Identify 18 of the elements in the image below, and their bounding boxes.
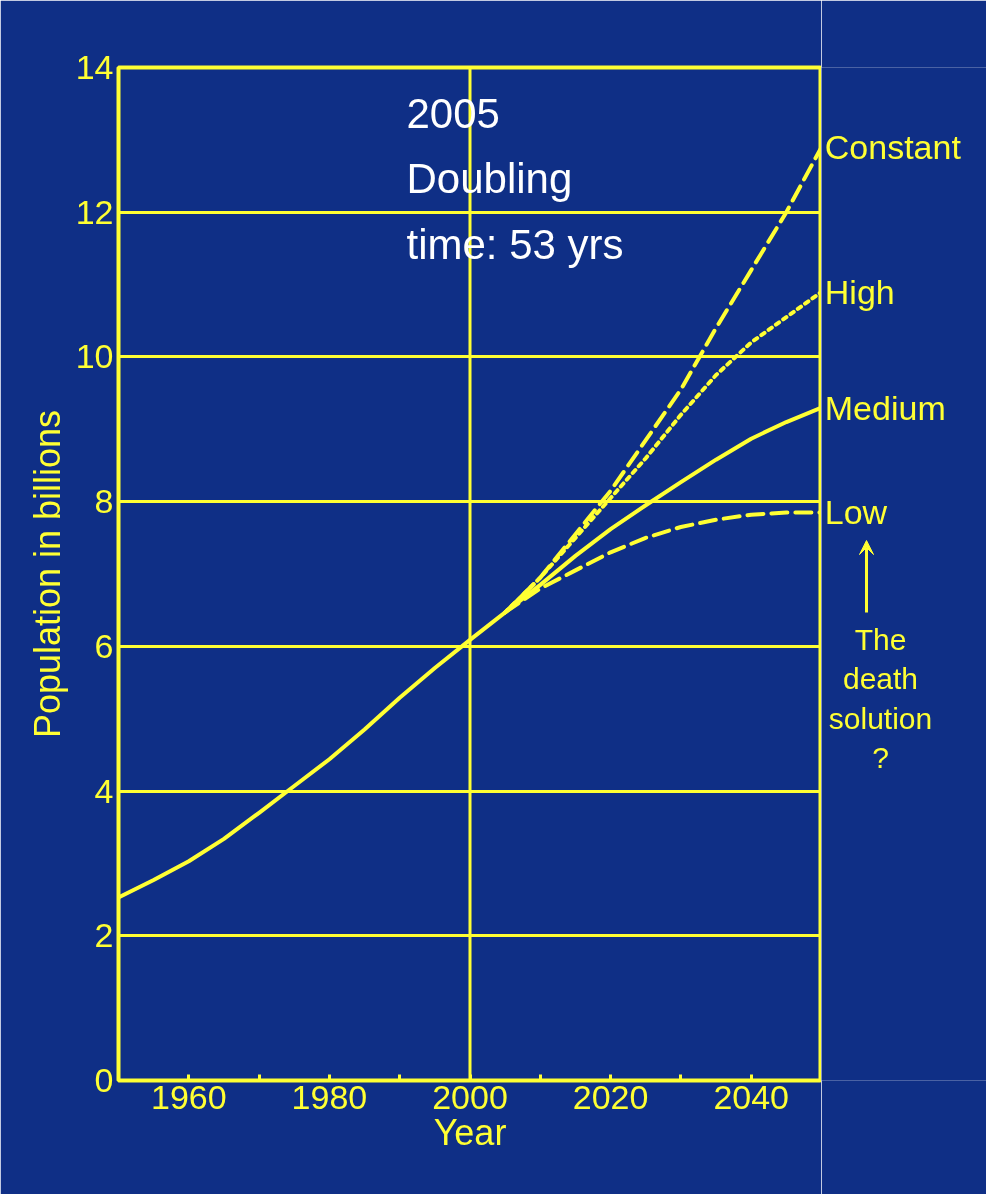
series-label: Low xyxy=(824,493,888,532)
y-tick-label: 12 xyxy=(75,192,114,231)
y-tick-label: 0 xyxy=(94,1061,114,1099)
y-axis-title: Population in billions xyxy=(26,409,68,739)
y-tick-label: 2 xyxy=(94,916,114,955)
text: The death solution ? xyxy=(828,622,933,775)
y-tick-label: 8 xyxy=(94,482,114,521)
series-label: High xyxy=(824,272,895,311)
x-tick-label: 2040 xyxy=(713,1077,790,1116)
y-tick-label: 14 xyxy=(75,48,114,86)
x-tick-label: 2020 xyxy=(572,1077,649,1116)
y-tick-label: 6 xyxy=(94,626,114,665)
y-tick-label: 4 xyxy=(94,771,114,810)
series-label: Constant xyxy=(824,128,962,167)
series-label: Medium xyxy=(824,388,946,427)
x-tick-label: 1980 xyxy=(291,1077,368,1116)
y-tick-label: 10 xyxy=(75,337,114,376)
x-tick-label: 1960 xyxy=(150,1077,227,1116)
